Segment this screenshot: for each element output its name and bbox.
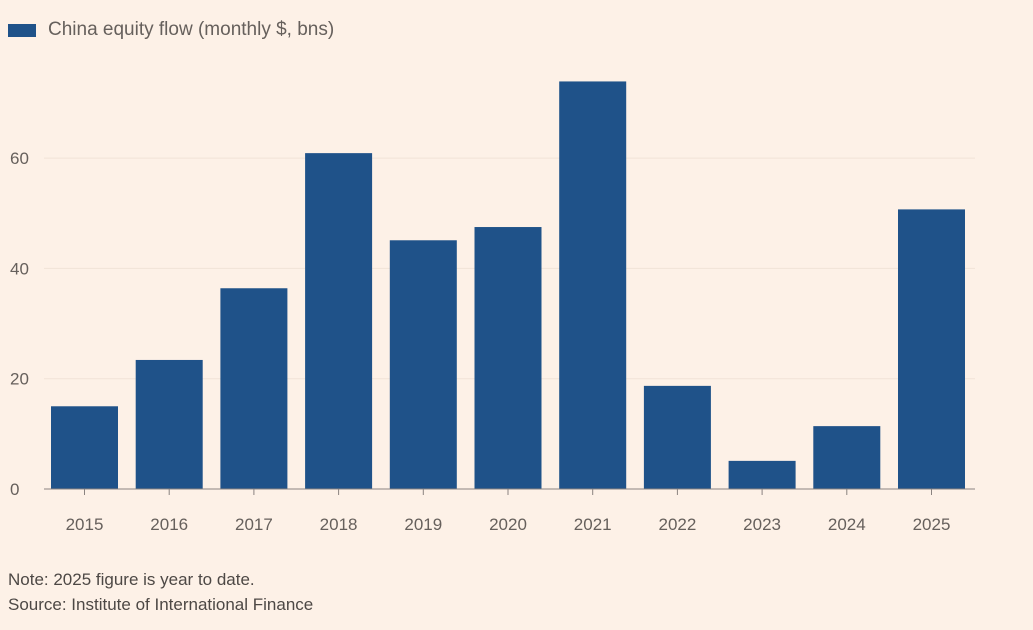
source-text: Source: Institute of International Finan… xyxy=(8,595,314,614)
bar-2018 xyxy=(305,153,373,489)
bar-2017 xyxy=(220,288,288,489)
x-tick-label: 2018 xyxy=(320,515,358,534)
legend-label: China equity flow (monthly $, bns) xyxy=(48,19,335,40)
bar-2021 xyxy=(559,81,627,489)
bar-2023 xyxy=(728,460,796,489)
x-tick-label: 2024 xyxy=(828,515,866,534)
legend: China equity flow (monthly $, bns) xyxy=(8,19,334,41)
bar-2015 xyxy=(51,406,118,489)
legend-swatch xyxy=(8,23,36,37)
y-tick-label: 40 xyxy=(10,259,29,278)
y-tick-label: 20 xyxy=(10,370,29,389)
bar-2022 xyxy=(643,385,711,489)
y-tick-label: 60 xyxy=(10,149,29,168)
y-tick-label: 0 xyxy=(10,480,19,499)
x-tick-label: 2017 xyxy=(235,515,273,534)
x-tick-label: 2021 xyxy=(574,515,612,534)
x-tick-label: 2019 xyxy=(404,515,442,534)
bar-2020 xyxy=(474,227,542,489)
note-text: Note: 2025 figure is year to date. xyxy=(8,570,255,589)
x-tick-label: 2022 xyxy=(658,515,696,534)
chart-notes: Note: 2025 figure is year to date. Sourc… xyxy=(8,567,313,617)
x-tick-label: 2025 xyxy=(913,515,951,534)
x-tick-label: 2020 xyxy=(489,515,527,534)
x-tick-label: 2023 xyxy=(743,515,781,534)
bar-2016 xyxy=(135,359,203,489)
bar-2019 xyxy=(389,240,457,489)
bar-2024 xyxy=(813,426,881,489)
x-tick-label: 2015 xyxy=(66,515,104,534)
x-tick-label: 2016 xyxy=(150,515,188,534)
bar-2025 xyxy=(898,209,965,489)
